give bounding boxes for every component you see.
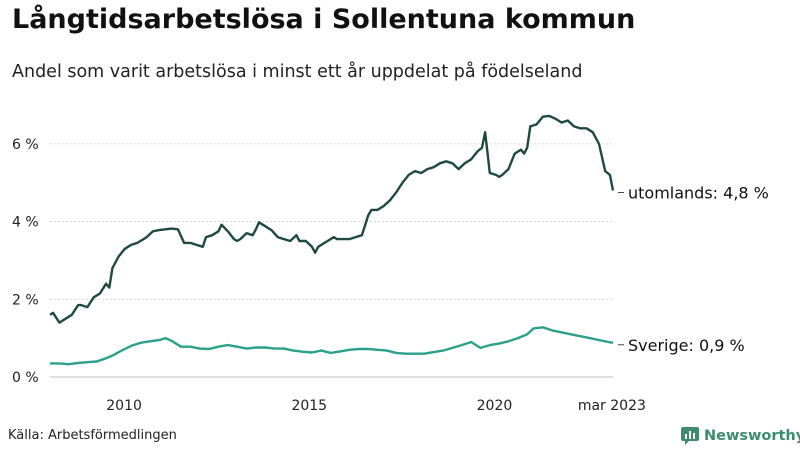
newsworthy-logo-icon: [681, 427, 699, 445]
brand-name: Newsworthy: [704, 428, 800, 444]
y-tick-label-2: 2 %: [12, 292, 39, 308]
brand-logo: Newsworthy: [680, 426, 800, 446]
y-tick-label-6: 6 %: [12, 137, 39, 153]
source-note: Källa: Arbetsförmedlingen: [8, 428, 177, 443]
chart-subtitle: Andel som varit arbetslösa i minst ett å…: [12, 62, 583, 82]
y-tick-label-0: 0 %: [12, 370, 39, 386]
y-tick-label-4: 4 %: [12, 215, 39, 231]
chart-title: Långtidsarbetslösa i Sollentuna kommun: [12, 4, 636, 35]
line-chart: 0 % 2 % 4 % 6 % 2010 2015 2020 mar 2023 utomland…: [12, 114, 769, 414]
series-line-sverige: [50, 326, 614, 366]
x-tick-label-2010: 2010: [106, 398, 142, 414]
series-line-utomlands: [49, 114, 615, 324]
x-tick-label-2015: 2015: [291, 398, 327, 414]
x-tick-label-mar-2023: mar 2023: [578, 398, 646, 414]
x-tick-label-2020: 2020: [477, 398, 513, 414]
end-label-sverige: Sverige: 0,9 %: [628, 336, 745, 355]
end-label-utomlands: utomlands: 4,8 %: [628, 183, 769, 202]
